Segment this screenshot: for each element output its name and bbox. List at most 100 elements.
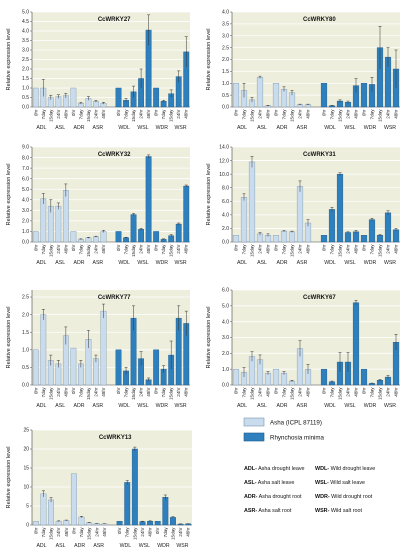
x-tick-label: 24hr (258, 387, 263, 397)
bar (70, 473, 77, 526)
x-tick-label: 48hr (184, 109, 189, 119)
group-label: ASL (257, 403, 267, 409)
x-tick-label: 15day (250, 387, 255, 400)
group-label: WDR (156, 403, 169, 409)
group-label: ASL (55, 403, 65, 409)
x-tick-label: 48hr (101, 387, 106, 397)
x-tick-label: 7day (242, 109, 247, 120)
x-tick-label: 15day (48, 244, 53, 257)
group-label: ASL (56, 543, 66, 549)
x-tick-label: 0hr (362, 387, 367, 394)
y-tick-label: 3.0 (222, 335, 229, 341)
y-tick-label: 12.0 (219, 158, 229, 164)
x-tick-label: 24hr (386, 244, 391, 254)
x-tick-label: 0hr (71, 527, 76, 534)
x-tick-label: 15day (290, 387, 295, 400)
x-tick-label: 7day (163, 527, 168, 538)
bar (115, 87, 122, 108)
group-label: ADR (74, 125, 85, 131)
x-tick-label: 7day (370, 244, 375, 255)
bar (175, 223, 182, 243)
x-tick-label: 24hr (94, 527, 99, 537)
bar (384, 212, 392, 243)
y-tick-label: 2.5 (22, 57, 29, 63)
y-axis-label: Relative expression level (206, 307, 212, 369)
bar (320, 83, 328, 108)
y-tick-label: 5 (26, 504, 29, 510)
group-label: ADR (277, 260, 288, 266)
x-tick-label: 7day (242, 387, 247, 398)
y-tick-label: 0.0 (22, 240, 29, 246)
x-tick-label: 15day (131, 387, 136, 400)
bar (368, 219, 376, 243)
y-tick-label: 6.0 (222, 288, 229, 294)
x-tick-label: 15day (290, 109, 295, 122)
bar (63, 520, 70, 526)
y-tick-label: 1.0 (222, 81, 229, 87)
chart-title: CcWRKY31 (303, 152, 336, 158)
x-tick-label: 15day (169, 109, 174, 122)
chart-CcWRKY13: 0 5 10 15 20 25 CcWRKY13 Relative expression le… (6, 428, 192, 549)
x-tick-label: 48hr (102, 527, 107, 537)
legend-label-rm: Rhynchosia minima (270, 435, 325, 442)
chart-title: CcWRKY77 (98, 295, 131, 301)
bar (296, 186, 304, 243)
x-tick-label: 24hr (93, 244, 98, 254)
x-tick-label: 48hr (394, 244, 399, 254)
group-label: WDL (118, 260, 130, 266)
y-tick-label: 15 (23, 466, 29, 472)
bar (123, 237, 129, 243)
bar (336, 173, 344, 243)
abbreviation-item: WSL- Wild salt leave (315, 480, 365, 486)
x-tick-label: 7day (282, 387, 287, 398)
group-label: WSL (344, 260, 355, 266)
x-tick-label: 15day (378, 387, 383, 400)
y-tick-label: 2.0 (222, 351, 229, 357)
x-tick-label: 48hr (101, 244, 106, 254)
group-label: ADR (74, 403, 85, 409)
x-tick-label: 15day (378, 109, 383, 122)
bar (232, 368, 240, 386)
x-tick-label: 15day (378, 244, 383, 257)
y-tick-label: 1.0 (22, 86, 29, 92)
x-tick-label: 0hr (274, 109, 279, 116)
x-tick-label: 48hr (64, 527, 69, 537)
bar (70, 231, 77, 243)
group-label: ADR (277, 125, 288, 131)
y-tick-label: 14.0 (219, 145, 229, 151)
x-tick-label: 7day (330, 244, 335, 255)
bar (55, 205, 62, 243)
bar (280, 88, 288, 108)
x-tick-label: 24hr (93, 387, 98, 397)
y-tick-label: 8.0 (22, 155, 29, 161)
x-tick-label: 7day (330, 387, 335, 398)
group-label: ASR (92, 403, 103, 409)
bar (153, 231, 160, 243)
y-tick-label: 2.0 (22, 312, 29, 318)
bar (131, 448, 138, 526)
x-tick-label: 15day (131, 109, 136, 122)
bar (272, 368, 280, 386)
y-tick-label: 7.0 (22, 166, 29, 172)
x-tick-label: 0hr (155, 527, 160, 534)
y-tick-label: 0.0 (22, 383, 29, 389)
chart-title: CcWRKY32 (98, 152, 131, 158)
x-tick-label: 0hr (71, 387, 76, 394)
x-tick-label: 15day (338, 109, 343, 122)
y-tick-label: 0.5 (222, 93, 229, 99)
x-tick-label: 48hr (63, 387, 68, 397)
group-label: WDL (118, 125, 130, 131)
y-tick-label: 4.0 (222, 319, 229, 325)
y-tick-label: 4.0 (22, 29, 29, 35)
x-tick-label: 48hr (101, 109, 106, 119)
y-tick-label: 20 (23, 447, 29, 453)
y-tick-label: 1.0 (22, 348, 29, 354)
x-tick-label: 24hr (298, 387, 303, 397)
y-tick-label: 25 (23, 428, 29, 434)
y-tick-label: 1.5 (22, 330, 29, 336)
bar (100, 310, 107, 386)
bar (352, 231, 360, 243)
y-tick-label: 8.0 (222, 185, 229, 191)
x-tick-label: 7day (161, 109, 166, 120)
x-tick-label: 7day (282, 244, 287, 255)
